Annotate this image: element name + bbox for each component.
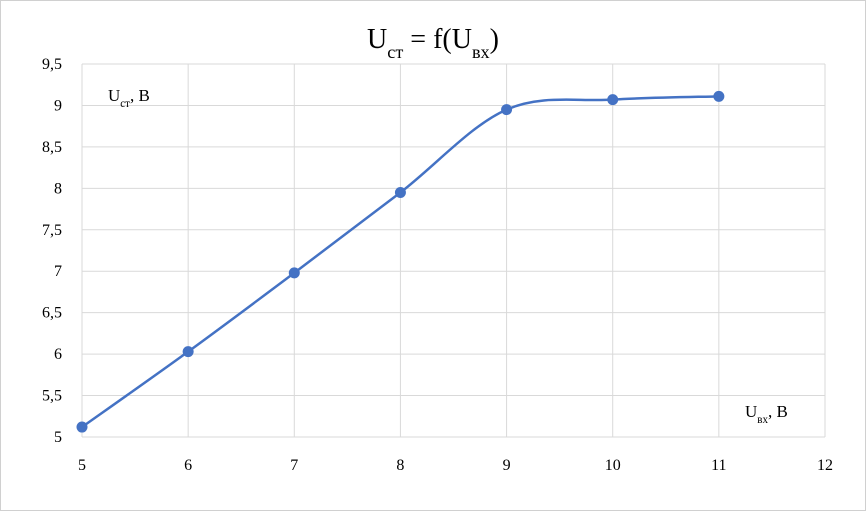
x-tick-label: 9 xyxy=(503,457,511,474)
data-point xyxy=(76,421,88,433)
data-point xyxy=(182,346,194,358)
chart-title: Uст = f(Uвх) xyxy=(367,24,499,62)
y-axis-label-part: ст xyxy=(120,98,130,110)
chart-title-part: = f(U xyxy=(403,24,472,55)
y-axis-label-part: U xyxy=(108,86,120,105)
y-axis-label: Uст, В xyxy=(108,86,150,110)
y-tick-label: 9 xyxy=(54,97,62,114)
data-point xyxy=(288,267,300,279)
data-point xyxy=(394,186,406,198)
x-tick-label: 10 xyxy=(605,457,621,474)
x-tick-label: 11 xyxy=(711,457,726,474)
y-tick-label: 7,5 xyxy=(42,222,62,239)
y-tick-label: 6 xyxy=(54,346,62,363)
y-tick-label: 7 xyxy=(54,263,62,280)
data-point xyxy=(713,90,725,102)
y-tick-label: 9,5 xyxy=(42,56,62,73)
y-tick-label: 5,5 xyxy=(42,388,62,405)
chart-title-part: ст xyxy=(387,42,403,62)
x-axis-label-part: вх xyxy=(757,414,768,426)
y-tick-label: 8 xyxy=(54,180,62,197)
y-tick-label: 6,5 xyxy=(42,305,62,322)
y-tick-label: 5 xyxy=(54,429,62,446)
chart-title-part: U xyxy=(367,24,387,55)
chart-title-part: ) xyxy=(490,24,499,55)
data-point xyxy=(607,94,619,106)
y-axis-label-part: , В xyxy=(130,86,150,105)
x-axis-label-part: U xyxy=(745,402,757,421)
x-tick-label: 7 xyxy=(290,457,298,474)
x-tick-label: 12 xyxy=(817,457,833,474)
x-tick-label: 5 xyxy=(78,457,86,474)
chart-title-part: вх xyxy=(472,42,490,62)
y-tick-label: 8,5 xyxy=(42,139,62,156)
x-tick-label: 6 xyxy=(184,457,192,474)
data-point xyxy=(501,104,513,116)
x-tick-label: 8 xyxy=(396,457,404,474)
x-axis-label: Uвх, В xyxy=(745,402,788,426)
x-axis-label-part: , В xyxy=(768,402,788,421)
